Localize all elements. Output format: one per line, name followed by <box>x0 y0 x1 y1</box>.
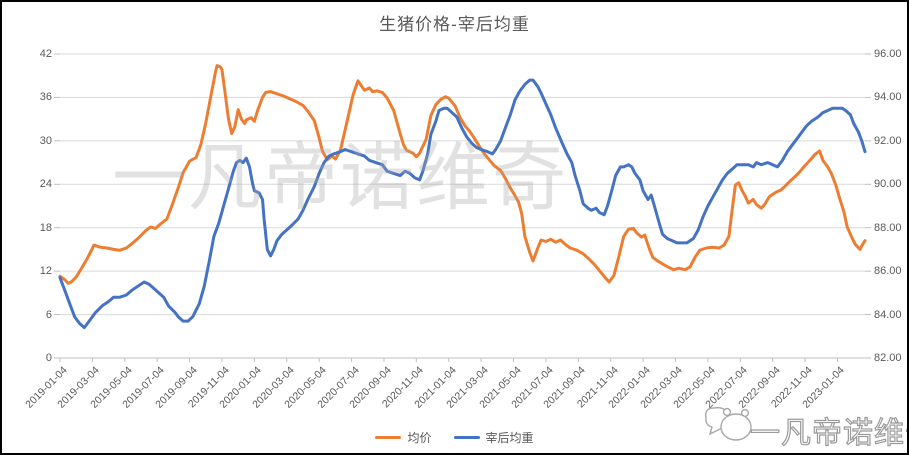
watermark-logo-icon <box>704 406 752 441</box>
right-axis-tick-label: 86.00 <box>874 265 902 278</box>
chart-title: 生猪价格-宰后均重 <box>379 15 530 34</box>
price-line-series <box>58 64 867 285</box>
legend-line-swatch <box>453 435 480 440</box>
legend-line-swatch <box>375 435 402 440</box>
right-axis-tick-label: 92.00 <box>874 134 902 147</box>
left-axis-tick-label: 18 <box>39 221 52 234</box>
right-axis-tick-label: 94.00 <box>874 91 902 104</box>
right-axis-tick-label: 96.00 <box>874 48 902 60</box>
right-axis-tick-label: 84.00 <box>874 308 902 321</box>
legend-item-carcass-weight: 宰后均重 <box>453 429 534 446</box>
left-axis-tick-label: 12 <box>39 265 52 278</box>
right-axis-tick-label: 82.00 <box>874 352 902 364</box>
left-axis-tick-label: 24 <box>39 178 52 191</box>
left-axis-tick-label: 36 <box>39 91 52 104</box>
left-axis-tick-label: 0 <box>45 352 52 364</box>
carcass-weight-line-series <box>58 78 867 330</box>
right-axis-tick-label: 90.00 <box>874 178 902 191</box>
left-axis-tick-label: 30 <box>39 134 52 147</box>
right-axis-tick-label: 88.00 <box>874 221 902 234</box>
legend-label: 宰后均重 <box>485 431 534 445</box>
chart-legend: 均价 宰后均重 <box>2 429 907 446</box>
legend-item-avg-price: 均价 <box>375 429 432 446</box>
left-axis-tick-label: 42 <box>39 48 52 60</box>
legend-label: 均价 <box>407 431 432 445</box>
left-axis-tick-label: 6 <box>45 308 52 321</box>
